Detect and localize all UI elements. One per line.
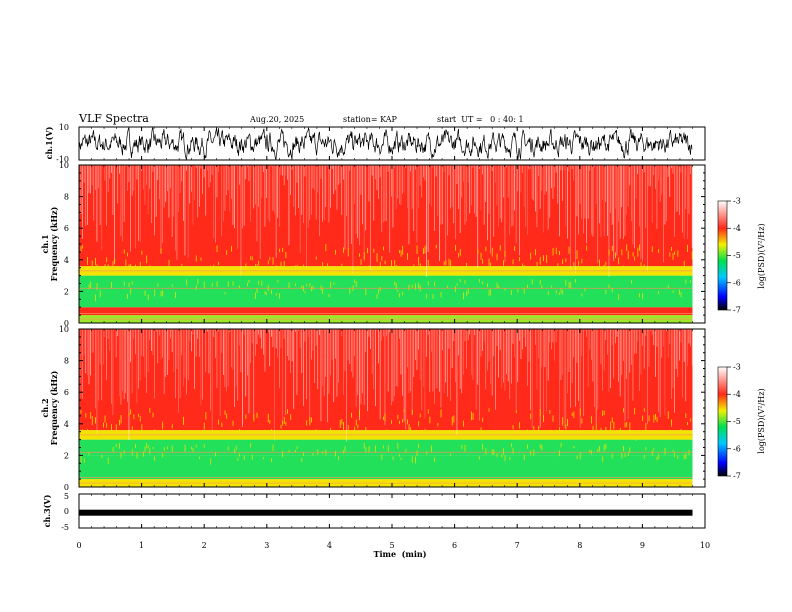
ch2-spec-tick-4: 4: [64, 420, 69, 429]
ch2-spectrogram-panel: 10 8 6 4 2 0 ch.2 Frequency (kHz): [40, 325, 706, 492]
ch1-wave-ylabel: ch.1(V): [44, 126, 54, 159]
start-time-label: start UT = 0 : 40: 1: [437, 115, 524, 124]
time-tick-5: 5: [389, 541, 394, 550]
ch1-spec-band-1: [79, 307, 693, 316]
ch1-wave-tick-top: 10: [59, 123, 69, 132]
colorbar-ch2-tick--6: -6: [733, 444, 741, 453]
colorbar-ch2-label: log(PSD)(V²/Hz): [757, 388, 766, 453]
figure-title: VLF Spectra: [78, 112, 149, 125]
ch2-spec-tick-6: 6: [64, 388, 69, 397]
station-label: station= KAP: [343, 115, 398, 124]
colorbar-ch2-tick--7: -7: [733, 472, 741, 481]
ch1-spec-band-4: [79, 165, 693, 267]
colorbar-ch1-tick--3: -3: [733, 197, 741, 206]
ch3-tick-bottom: -5: [61, 523, 69, 532]
time-tick-4: 4: [327, 541, 332, 550]
ch2-spec-tick-0: 0: [64, 483, 69, 492]
ch2-spec-ylabel: Frequency (kHz): [49, 370, 59, 445]
ch1-spec-ylabel: Frequency (kHz): [49, 206, 59, 281]
time-tick-6: 6: [452, 541, 457, 550]
ch1-spec-tick-2: 2: [64, 287, 69, 296]
colorbar-ch1-tick--4: -4: [733, 224, 741, 233]
ch1-wave-tick-bottom: -10: [56, 155, 69, 164]
ch2-spec-tick-8: 8: [64, 357, 69, 366]
time-tick-10: 10: [700, 541, 710, 550]
ch1-spec-tick-4: 4: [64, 256, 69, 265]
time-tick-2: 2: [202, 541, 207, 550]
ch1-spec-ylabel-top: ch.1: [40, 234, 50, 253]
time-tick-8: 8: [577, 541, 582, 550]
ch2-spec-tick-10: 10: [59, 325, 69, 334]
ch1-spectrogram-panel: 10 8 6 4 2 0 ch.1 Frequency (kHz): [40, 161, 706, 328]
ch3-waveform-panel: 5 0 -5 ch.3(V): [42, 492, 706, 532]
colorbar-ch2-tick--3: -3: [733, 363, 741, 372]
ch3-tick-mid: 0: [64, 507, 69, 516]
colorbar-ch1-tick--7: -7: [733, 306, 741, 315]
time-tick-9: 9: [640, 541, 645, 550]
ch2-spec-ylabel-top: ch.2: [40, 398, 50, 417]
ch1-spec-tick-0: 0: [64, 319, 69, 328]
date-label: Aug.20, 2025: [249, 115, 304, 124]
time-axis: 0 1 2 3 4 5 6 7 8 9 10: [76, 127, 710, 550]
colorbar-ch1-label: log(PSD)(V²/Hz): [757, 223, 766, 288]
time-axis-label: Time (min): [373, 549, 426, 559]
time-tick-7: 7: [515, 541, 520, 550]
ch2-spec-texture: [79, 329, 693, 465]
colorbar-ch2: -3 -4 -5 -6 -7 log(PSD)(V²/Hz): [717, 363, 766, 481]
ch3-ylabel: ch.3(V): [42, 494, 52, 527]
colorbar-ch2-tick--4: -4: [733, 390, 741, 399]
ch3-tick-top: 5: [64, 492, 69, 501]
ch2-spec-band-1: [79, 455, 693, 480]
colorbar-ch1: -3 -4 -5 -6 -7 log(PSD)(V²/Hz): [717, 197, 766, 315]
ch1-spec-band-2: [79, 275, 693, 308]
ch2-spec-band-2: [79, 439, 693, 456]
ch2-spec-tick-2: 2: [64, 451, 69, 460]
time-tick-3: 3: [264, 541, 269, 550]
ch2-spec-band-4: [79, 329, 693, 431]
ch1-spec-tick-6: 6: [64, 224, 69, 233]
time-tick-1: 1: [139, 541, 144, 550]
colorbar-ch1-tick--5: -5: [733, 251, 741, 260]
ch3-trace: [79, 509, 693, 516]
colorbar-ch2-tick--5: -5: [733, 417, 741, 426]
ch1-spec-tick-8: 8: [64, 193, 69, 202]
time-tick-0: 0: [76, 541, 81, 550]
ch1-trace: [79, 127, 693, 160]
ch1-waveform-panel: 10 -10 ch.1(V): [44, 123, 706, 164]
colorbar-ch1-tick--6: -6: [733, 278, 741, 287]
ch1-spec-tick-10: 10: [59, 161, 69, 170]
